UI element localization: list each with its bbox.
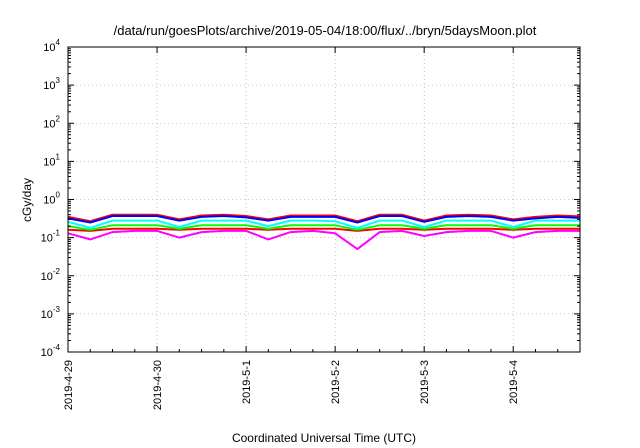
y-tick-labels: 10-4 10-3 10-2 10-1 100 101 102 103 104 (41, 38, 61, 359)
grid (68, 47, 580, 352)
y-axis-label: cGy/day (20, 178, 34, 222)
series-line-3 (67, 219, 580, 229)
x-axis-label: Coordinated Universal Time (UTC) (232, 431, 416, 445)
series-line-5 (67, 215, 581, 224)
series-line-2 (67, 224, 580, 231)
y-tick-label: 10-2 (41, 267, 61, 283)
series-line-0 (67, 229, 580, 251)
series-line-1 (67, 227, 580, 232)
series-layer (67, 213, 581, 251)
y-tick-label: 10-3 (41, 305, 61, 321)
chart-title: /data/run/goesPlots/archive/2019-05-04/1… (114, 23, 537, 38)
x-tick-label: 2019-5-3 (419, 360, 431, 404)
x-tick-label: 2019-5-2 (330, 360, 342, 404)
y-tick-label: 103 (43, 76, 60, 92)
x-tick-labels: 2019-4-29 2019-4-30 2019-5-1 2019-5-2 2019-5… (63, 360, 520, 410)
x-tick-label: 2019-4-30 (152, 360, 164, 410)
y-tick-label: 10-1 (41, 229, 61, 245)
x-tick-label: 2019-4-29 (63, 360, 75, 410)
ticks (67, 46, 580, 353)
x-tick-label: 2019-5-1 (241, 360, 253, 404)
x-tick-label: 2019-5-4 (508, 360, 520, 404)
y-tick-label: 100 (43, 191, 60, 207)
y-tick-label: 101 (43, 152, 60, 168)
y-tick-label: 102 (43, 114, 60, 130)
series-line-4 (67, 213, 581, 223)
y-tick-label: 104 (43, 38, 60, 54)
y-tick-label: 10-4 (41, 343, 61, 359)
